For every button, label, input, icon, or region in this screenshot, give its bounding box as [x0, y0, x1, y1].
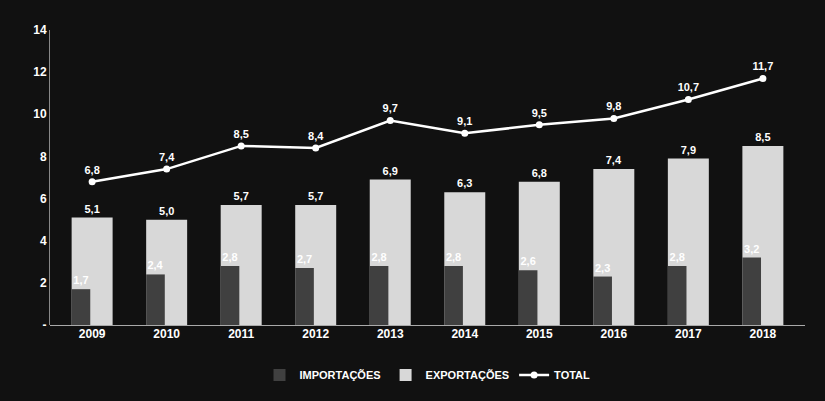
svg-text:1,7: 1,7: [73, 274, 88, 286]
svg-text:2015: 2015: [526, 327, 553, 341]
svg-text:2,7: 2,7: [297, 253, 312, 265]
svg-text:8,5: 8,5: [234, 128, 249, 140]
svg-text:2014: 2014: [451, 327, 478, 341]
svg-text:2012: 2012: [302, 327, 329, 341]
svg-text:8: 8: [40, 150, 47, 164]
svg-text:8,4: 8,4: [308, 130, 324, 142]
svg-text:5,1: 5,1: [84, 203, 99, 215]
svg-text:7,9: 7,9: [681, 144, 696, 156]
svg-text:2,8: 2,8: [446, 251, 461, 263]
svg-text:12: 12: [33, 65, 47, 79]
svg-text:6,3: 6,3: [457, 177, 472, 189]
svg-text:10: 10: [33, 107, 47, 121]
svg-text:-: -: [43, 318, 47, 332]
svg-text:IMPORTAÇÕES: IMPORTAÇÕES: [300, 369, 381, 381]
svg-text:3,2: 3,2: [744, 243, 759, 255]
svg-text:11,7: 11,7: [752, 60, 773, 72]
svg-text:5,7: 5,7: [308, 190, 323, 202]
svg-text:7,4: 7,4: [159, 151, 175, 163]
svg-text:TOTAL: TOTAL: [554, 369, 590, 381]
svg-text:4: 4: [40, 234, 47, 248]
svg-text:6,8: 6,8: [84, 164, 99, 176]
svg-text:2,4: 2,4: [147, 259, 163, 271]
svg-text:6: 6: [40, 192, 47, 206]
svg-text:5,7: 5,7: [234, 190, 249, 202]
svg-text:9,5: 9,5: [532, 107, 547, 119]
svg-text:5,0: 5,0: [159, 205, 174, 217]
svg-text:9,8: 9,8: [606, 100, 621, 112]
svg-text:2011: 2011: [228, 327, 254, 341]
svg-text:9,7: 9,7: [383, 102, 398, 114]
svg-text:EXPORTAÇÕES: EXPORTAÇÕES: [426, 369, 510, 381]
svg-text:2010: 2010: [153, 327, 180, 341]
svg-text:2018: 2018: [750, 327, 777, 341]
svg-text:2,8: 2,8: [222, 251, 237, 263]
svg-text:8,5: 8,5: [755, 131, 770, 143]
svg-text:2013: 2013: [377, 327, 404, 341]
svg-text:10,7: 10,7: [678, 81, 699, 93]
svg-text:6,8: 6,8: [532, 167, 547, 179]
svg-text:2,8: 2,8: [371, 251, 386, 263]
svg-text:2,8: 2,8: [670, 251, 685, 263]
svg-text:2016: 2016: [600, 327, 627, 341]
svg-text:2,6: 2,6: [520, 255, 535, 267]
svg-text:14: 14: [33, 23, 47, 37]
svg-text:2017: 2017: [675, 327, 702, 341]
svg-text:7,4: 7,4: [606, 154, 622, 166]
svg-text:2009: 2009: [79, 327, 106, 341]
svg-text:2,3: 2,3: [595, 262, 610, 274]
svg-text:2: 2: [40, 276, 47, 290]
svg-text:9,1: 9,1: [457, 115, 472, 127]
svg-text:6,9: 6,9: [383, 165, 398, 177]
